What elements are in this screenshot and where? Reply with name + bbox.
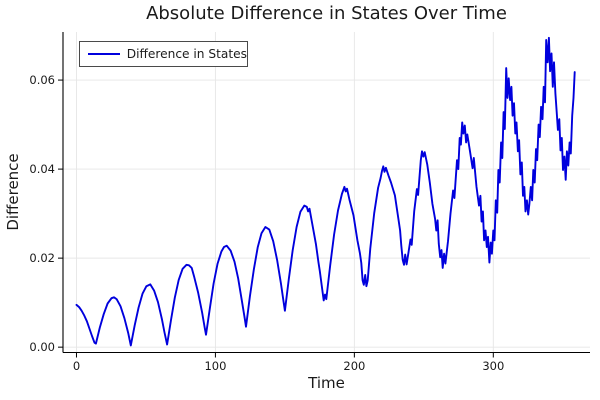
x-axis-label: Time — [308, 374, 345, 392]
series-lines — [75, 36, 576, 347]
y-tick-label: 0.00 — [29, 340, 55, 354]
y-tick-label: 0.04 — [29, 162, 55, 176]
axes: 0 100 200 300 0.00 0.02 0.04 0.06 — [29, 32, 590, 373]
x-tick-label: 100 — [204, 359, 226, 373]
legend-line-swatch — [88, 52, 120, 56]
chart-title: Absolute Difference in States Over Time — [146, 3, 507, 24]
y-tick-label: 0.06 — [29, 73, 55, 87]
series-line — [75, 36, 576, 347]
x-tick-label: 300 — [482, 359, 504, 373]
gridlines — [63, 32, 590, 353]
legend-label: Difference in States — [126, 47, 247, 61]
x-tick-label: 200 — [343, 359, 365, 373]
y-axis-label: Difference — [4, 153, 22, 231]
x-tick-label: 0 — [73, 359, 80, 373]
legend: Difference in States — [79, 41, 248, 67]
y-tick-label: 0.02 — [29, 251, 55, 265]
